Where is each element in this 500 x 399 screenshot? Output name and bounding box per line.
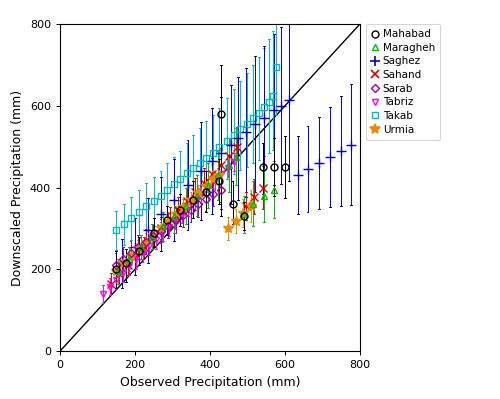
Y-axis label: Downscaled Precipitation (mm): Downscaled Precipitation (mm) bbox=[12, 89, 24, 286]
X-axis label: Observed Precipitation (mm): Observed Precipitation (mm) bbox=[120, 376, 300, 389]
Legend: Mahabad, Maragheh, Saghez, Sahand, Sarab, Tabriz, Takab, Urmia: Mahabad, Maragheh, Saghez, Sahand, Sarab… bbox=[366, 24, 440, 140]
